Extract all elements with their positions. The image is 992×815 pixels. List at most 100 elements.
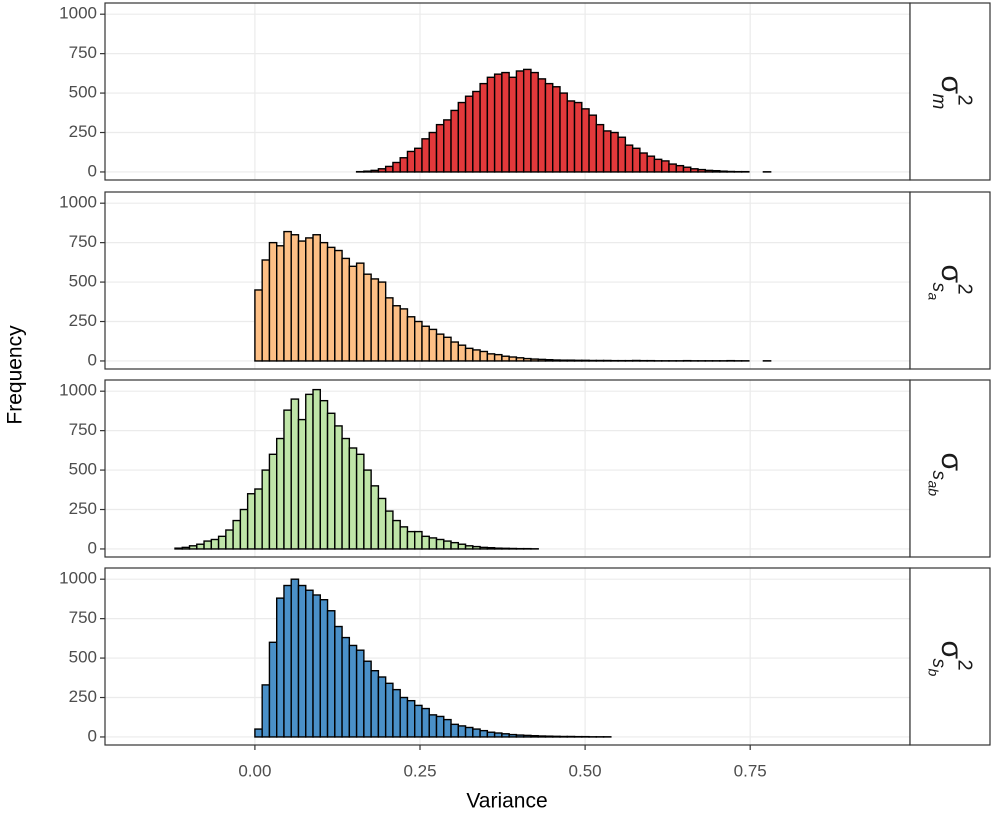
histogram-bar bbox=[268, 241, 278, 362]
y-tick-label: 1000 bbox=[59, 569, 97, 588]
y-tick-label: 250 bbox=[69, 687, 97, 706]
y-tick-label: 250 bbox=[69, 499, 97, 518]
strip-subscript: s bbox=[928, 283, 949, 293]
histogram-bar bbox=[552, 735, 561, 738]
histogram-bar bbox=[486, 76, 496, 173]
y-tick-label: 0 bbox=[88, 161, 97, 180]
histogram-bar bbox=[588, 114, 598, 173]
histogram-bar bbox=[319, 241, 329, 362]
histogram-bar bbox=[530, 358, 539, 362]
histogram-bar bbox=[515, 734, 525, 738]
y-tick-label: 750 bbox=[69, 608, 97, 627]
strip-subscript: ab bbox=[925, 481, 941, 497]
histogram-bar bbox=[486, 731, 496, 738]
x-tick-label: 0.25 bbox=[403, 761, 436, 780]
histogram-bar bbox=[239, 508, 249, 550]
histogram-bar bbox=[384, 682, 394, 738]
histogram-bar bbox=[392, 688, 401, 738]
histogram-bar bbox=[355, 649, 365, 738]
histogram-bar bbox=[435, 715, 445, 738]
histogram-bar bbox=[384, 297, 394, 362]
strip-superscript: 2 bbox=[954, 660, 976, 671]
histogram-bar bbox=[254, 728, 263, 738]
histogram-bar bbox=[602, 130, 612, 173]
histogram-bar bbox=[522, 357, 532, 362]
histogram-bar bbox=[363, 170, 372, 173]
histogram-bar bbox=[312, 594, 321, 738]
histogram-bar bbox=[552, 86, 561, 173]
histogram-bar bbox=[646, 155, 656, 173]
histogram-bar bbox=[493, 353, 503, 362]
histogram-bar bbox=[261, 684, 271, 738]
histogram-bar bbox=[392, 519, 401, 550]
histogram-bar bbox=[573, 101, 583, 173]
strip-background bbox=[909, 2, 991, 181]
strip-superscript: 2 bbox=[954, 95, 976, 106]
histogram-bar bbox=[566, 359, 576, 362]
histogram-bar bbox=[435, 538, 445, 550]
histogram-bar bbox=[479, 546, 489, 550]
histogram-bar bbox=[595, 123, 605, 173]
histogram-bar bbox=[443, 336, 452, 362]
y-tick-label: 250 bbox=[69, 311, 97, 330]
histogram-bar bbox=[544, 735, 554, 738]
x-tick-label: 0.00 bbox=[238, 761, 271, 780]
histogram-bar bbox=[493, 547, 503, 550]
histogram-bar bbox=[414, 147, 423, 173]
histogram-bar bbox=[326, 412, 336, 550]
histogram-bar bbox=[370, 485, 380, 550]
histogram-bar bbox=[399, 157, 409, 173]
histogram-bar bbox=[363, 660, 372, 738]
histogram-bar bbox=[363, 469, 372, 550]
histogram-bar bbox=[275, 437, 285, 550]
histogram-bar bbox=[377, 676, 387, 738]
histogram-bar bbox=[624, 144, 634, 173]
histogram-bar bbox=[464, 347, 474, 362]
strip-symbol: σ bbox=[935, 265, 968, 284]
histogram-bar bbox=[443, 119, 452, 173]
histogram-bar bbox=[174, 547, 183, 550]
histogram-bar bbox=[581, 359, 590, 362]
histogram-bar bbox=[464, 95, 474, 173]
strip-background bbox=[909, 567, 991, 746]
strip-symbol: σ bbox=[935, 76, 968, 95]
histogram-bar bbox=[217, 535, 227, 550]
histogram-bar bbox=[653, 158, 663, 173]
histogram-bar bbox=[348, 644, 358, 738]
histogram-bar bbox=[610, 131, 619, 173]
histogram-bar bbox=[341, 636, 351, 738]
histogram-bar bbox=[210, 538, 220, 550]
histogram-bar bbox=[457, 101, 467, 173]
histogram-bar bbox=[181, 546, 191, 550]
histogram-bar bbox=[559, 92, 568, 173]
histogram-bar bbox=[566, 100, 576, 173]
histogram-bar bbox=[421, 535, 430, 550]
histogram-bar bbox=[501, 733, 510, 738]
strip-superscript: 2 bbox=[954, 284, 976, 295]
histogram-bar bbox=[399, 526, 409, 550]
histogram-bar bbox=[450, 341, 460, 362]
histogram-bar bbox=[675, 164, 685, 173]
histogram-bar bbox=[326, 246, 336, 362]
histogram-bar bbox=[305, 589, 314, 738]
histogram-bar bbox=[355, 262, 365, 362]
histogram-bar bbox=[464, 726, 474, 738]
histogram-bar bbox=[326, 610, 336, 738]
x-tick-label: 0.75 bbox=[734, 761, 767, 780]
histogram-bar bbox=[537, 78, 547, 173]
histogram-bar bbox=[530, 734, 539, 738]
histogram-bar bbox=[573, 359, 583, 362]
histogram-bar bbox=[334, 425, 343, 550]
histogram-bar bbox=[428, 328, 438, 362]
histogram-bar bbox=[377, 168, 387, 173]
histogram-bar bbox=[370, 278, 380, 362]
histogram-bar bbox=[450, 541, 460, 550]
histogram-bar bbox=[414, 530, 423, 550]
histogram-bar bbox=[334, 249, 343, 362]
histogram-bar bbox=[435, 123, 445, 173]
histogram-bar bbox=[515, 70, 525, 173]
histogram-bar bbox=[290, 398, 300, 550]
histogram-bar bbox=[275, 245, 285, 362]
histogram-bar bbox=[486, 353, 496, 362]
